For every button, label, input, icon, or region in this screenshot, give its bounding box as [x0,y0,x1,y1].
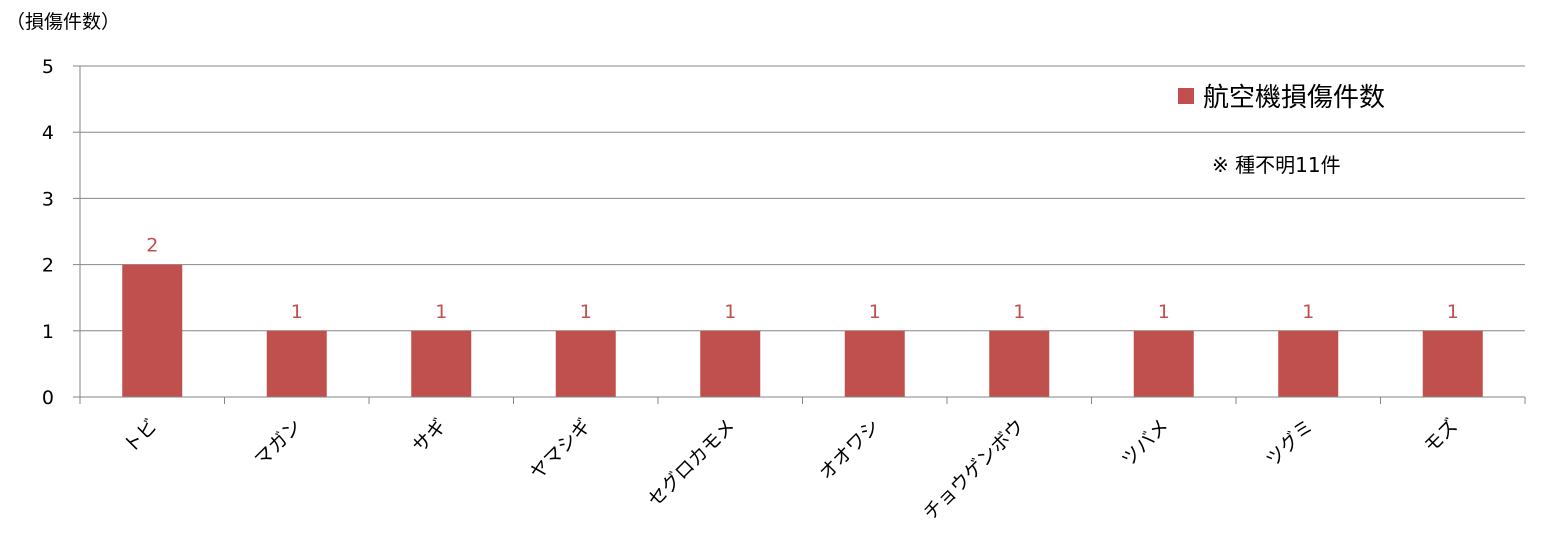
annotation-note: ※ 種不明11件 [1212,153,1341,177]
x-tick-label: ヤマシギ [526,415,595,484]
y-tick-label: 0 [42,387,54,409]
bar [1133,330,1194,397]
data-label: 1 [1447,301,1459,323]
data-label: 2 [146,235,158,257]
x-tick-label: ツグミ [1262,415,1318,471]
legend: 航空機損傷件数 [1178,83,1385,113]
bars [122,264,1483,397]
bar [989,330,1050,397]
legend-label: 航空機損傷件数 [1203,83,1385,113]
x-tick-labels: トビ マガン サギ ヤマシギ セグロカモメ オオワシ チョウゲンボウ ツバメ ツグミ モズ [119,415,1462,525]
bar [844,330,905,397]
data-label: 1 [1158,301,1170,323]
x-tick-label: チョウゲンボウ [919,415,1029,525]
bar [122,264,183,397]
axes [73,65,1526,404]
x-tick-label: サギ [408,415,450,457]
data-label: 1 [869,301,881,323]
y-tick-label: 2 [42,255,54,277]
bar [1422,330,1483,397]
x-tick-label: ツバメ [1117,415,1173,471]
x-tick-label: セグロカモメ [644,415,740,511]
x-tick-label: トビ [119,415,161,457]
data-label: 1 [724,301,736,323]
y-tick-label: 1 [42,321,54,343]
x-tick-label: オオワシ [815,415,884,484]
bar [700,330,761,397]
y-axis-title: （損傷件数） [6,11,120,33]
data-labels: 2 1 1 1 1 1 1 1 1 1 [146,235,1459,323]
bar [411,330,472,397]
bar [1278,330,1339,397]
bar [555,330,616,397]
bar [266,330,327,397]
y-tick-label: 5 [42,56,54,78]
data-label: 1 [1302,301,1314,323]
y-tick-label: 3 [42,188,54,210]
x-tick-label: モズ [1420,415,1462,457]
legend-swatch [1178,88,1194,104]
data-label: 1 [435,301,447,323]
y-tick-label: 4 [42,122,54,144]
data-label: 1 [291,301,303,323]
data-label: 1 [580,301,592,323]
data-label: 1 [1013,301,1025,323]
y-tick-labels: 0 1 2 3 4 5 [42,56,54,409]
x-tick-label: マガン [250,415,306,471]
